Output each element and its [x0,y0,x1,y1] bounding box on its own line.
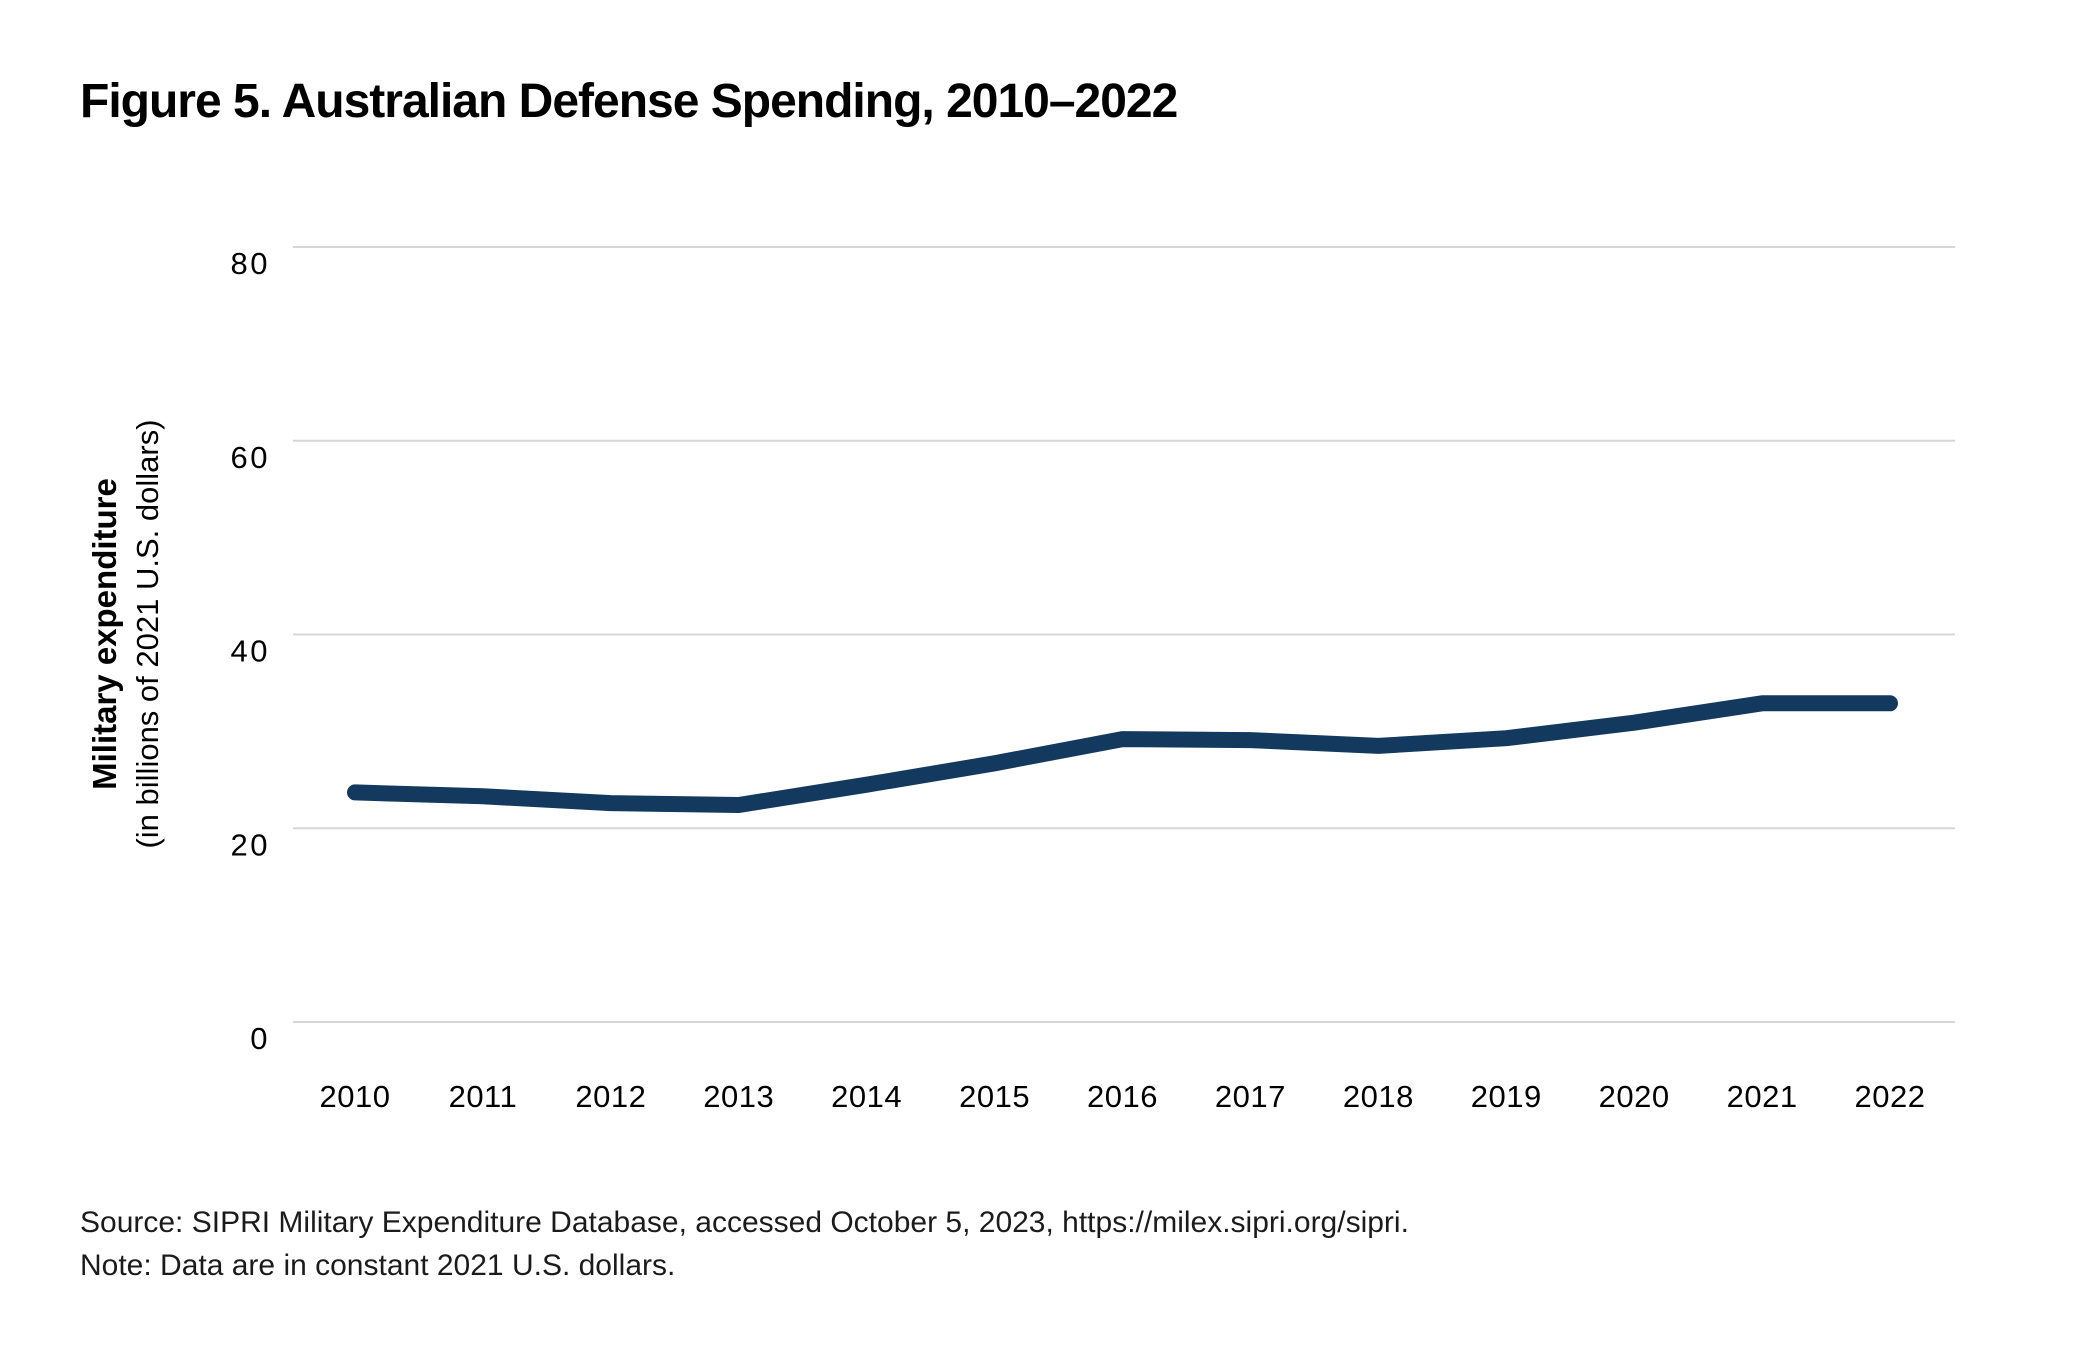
y-tick-label-0: 0 [250,1021,270,1056]
x-tick-label-2015: 2015 [959,1079,1030,1114]
figure-title: Figure 5. Australian Defense Spending, 2… [80,75,1178,128]
x-tick-label-2011: 2011 [449,1079,518,1114]
x-tick-label-2019: 2019 [1471,1079,1542,1114]
x-tick-label-2021: 2021 [1727,1079,1798,1114]
y-tick-label-60: 60 [231,440,270,475]
x-tick-label-2016: 2016 [1087,1079,1158,1114]
x-tick-label-2012: 2012 [575,1079,646,1114]
source-note: Source: SIPRI Military Expenditure Datab… [80,1206,1409,1239]
x-tick-label-2014: 2014 [831,1079,902,1114]
y-tick-label-40: 40 [231,634,270,669]
x-tick-label-2020: 2020 [1599,1079,1670,1114]
y-tick-label-80: 80 [231,246,270,281]
x-tick-label-2010: 2010 [320,1079,391,1114]
x-tick-label-2022: 2022 [1855,1079,1926,1114]
y-tick-label-20: 20 [231,827,270,862]
spending-line [347,695,1898,813]
data-note: Note: Data are in constant 2021 U.S. dol… [80,1249,676,1282]
x-tick-label-2013: 2013 [703,1079,774,1114]
x-tick-label-2018: 2018 [1343,1079,1414,1114]
x-tick-label-2017: 2017 [1215,1079,1286,1114]
footer: Source: SIPRI Military Expenditure Datab… [80,1201,1409,1287]
